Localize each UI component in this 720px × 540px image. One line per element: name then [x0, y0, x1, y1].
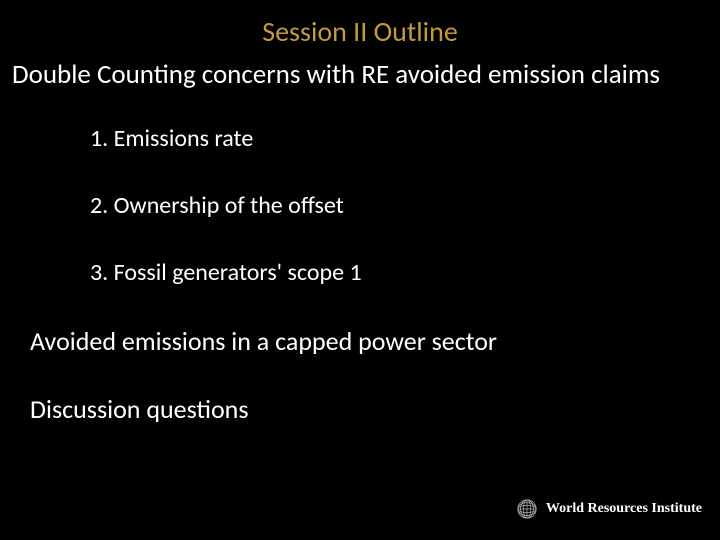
- footer-org-name: World Resources Institute: [546, 501, 702, 517]
- wri-logo-icon: [516, 498, 538, 520]
- section-heading: Discussion questions: [30, 393, 700, 425]
- list-item: 1. Emissions rate: [90, 124, 700, 153]
- list-item: 3. Fossil generators' scope 1: [90, 258, 700, 287]
- slide-subtitle: Double Counting concerns with RE avoided…: [12, 59, 700, 90]
- slide-title: Session II Outline: [20, 14, 700, 49]
- slide-container: Session II Outline Double Counting conce…: [0, 0, 720, 540]
- section-heading: Avoided emissions in a capped power sect…: [30, 325, 700, 357]
- footer: World Resources Institute: [516, 498, 702, 520]
- list-item: 2. Ownership of the offset: [90, 191, 700, 220]
- outline-list: 1. Emissions rate 2. Ownership of the of…: [90, 124, 700, 287]
